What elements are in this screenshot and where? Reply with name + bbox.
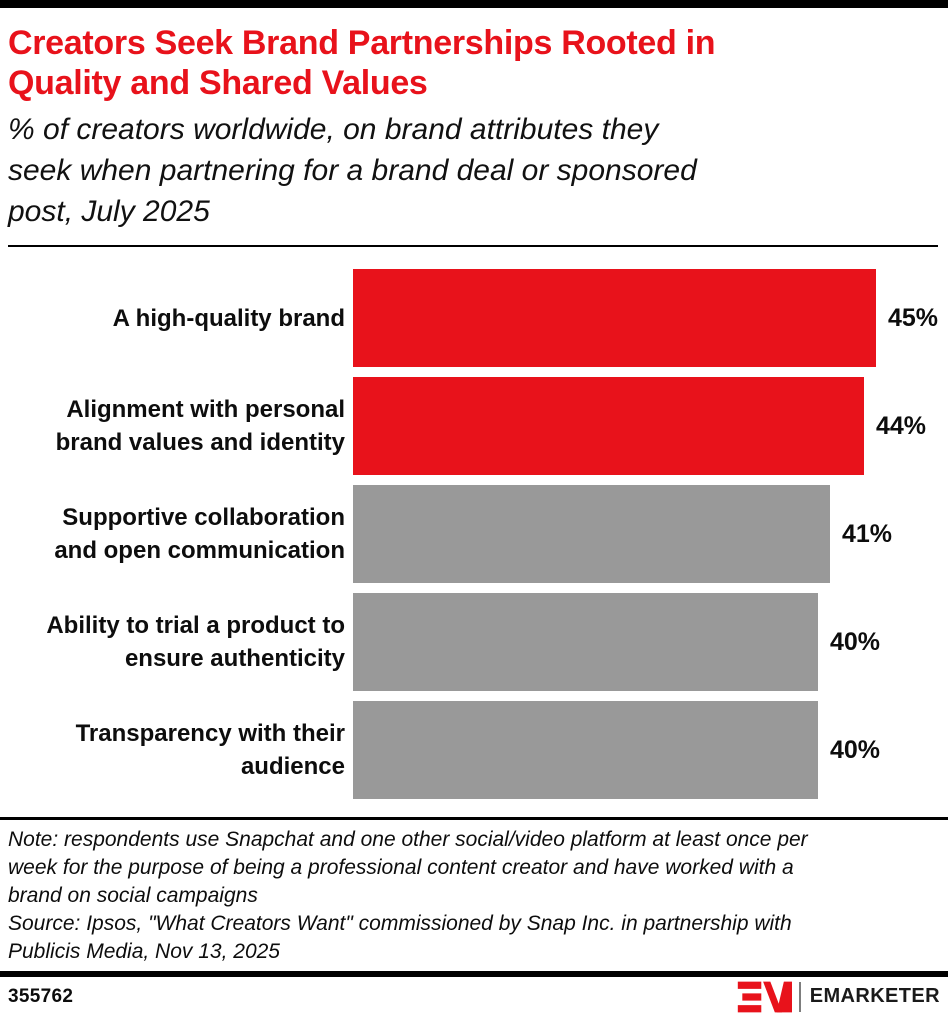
bar — [353, 269, 876, 367]
bar-row: Ability to trial a product to ensure aut… — [8, 593, 948, 691]
chart-title: Creators Seek Brand Partnerships Rooted … — [8, 24, 716, 102]
category-label: Ability to trial a product to ensure aut… — [46, 612, 345, 672]
bar-row: Supportive collaboration and open commun… — [8, 485, 948, 583]
bar-track: 44% — [353, 377, 948, 475]
bar-track: 40% — [353, 593, 948, 691]
category-label: A high-quality brand — [112, 304, 345, 332]
category-label: Alignment with personal brand values and… — [55, 396, 345, 456]
value-label: 40% — [830, 735, 881, 764]
bar-row: Transparency with their audience 40% — [8, 701, 948, 799]
em-monogram-icon — [737, 981, 792, 1012]
brand-name: EMARKETER — [809, 985, 940, 1007]
bar-row: Alignment with personal brand values and… — [8, 377, 948, 475]
bar — [353, 485, 830, 583]
bar-track: 45% — [353, 269, 948, 367]
footer: 355762 EMARKETER — [0, 977, 948, 1016]
category-label: Transparency with their audience — [75, 720, 345, 780]
chart-subtitle: % of creators worldwide, on brand attrib… — [8, 113, 697, 228]
chart-id: 355762 — [8, 985, 74, 1007]
header-divider — [8, 245, 938, 247]
top-rule — [0, 0, 948, 8]
bar — [353, 701, 818, 799]
logo-divider — [798, 981, 801, 1012]
value-label: 45% — [888, 303, 939, 332]
bar-track: 40% — [353, 701, 948, 799]
footer-divider — [0, 971, 948, 977]
bar-row: A high-quality brand 45% — [8, 269, 948, 367]
category-label: Supportive collaboration and open commun… — [54, 504, 345, 564]
emarketer-logo: EMARKETER — [736, 978, 940, 1016]
value-label: 44% — [876, 411, 927, 440]
bar — [353, 377, 864, 475]
bar-chart: A high-quality brand 45% Alignment with pe… — [0, 247, 948, 817]
note-and-source-text: Note: respondents use Snapchat and one o… — [8, 828, 808, 963]
value-label: 41% — [842, 519, 893, 548]
bar-track: 41% — [353, 485, 948, 583]
footnote-divider — [0, 817, 948, 820]
chart-header: Creators Seek Brand Partnerships Rooted … — [0, 8, 948, 247]
bar-rows: A high-quality brand 45% Alignment with pe… — [8, 269, 948, 799]
bar — [353, 593, 818, 691]
value-label: 40% — [830, 627, 881, 656]
